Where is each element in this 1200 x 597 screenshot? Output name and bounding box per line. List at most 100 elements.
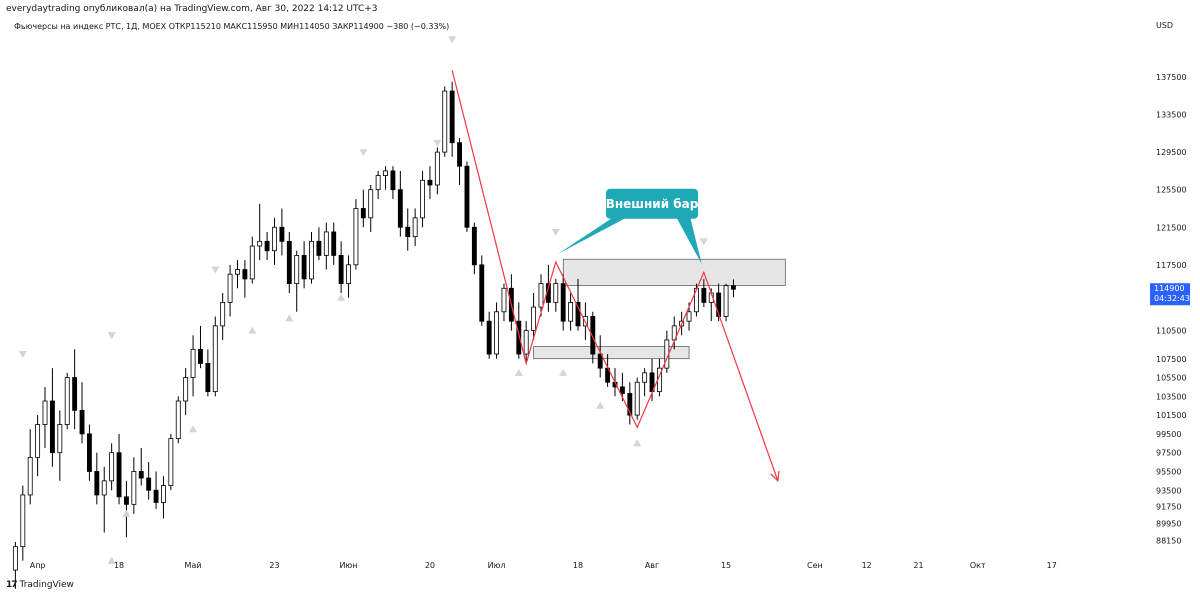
callout-pointer-right <box>676 216 702 265</box>
candle-body-up <box>538 283 544 308</box>
callout-pointer-left <box>557 216 629 255</box>
down-triangle-marker <box>107 332 116 340</box>
up-triangle-marker <box>248 326 257 334</box>
candle-body-up <box>183 377 189 402</box>
candle <box>397 170 403 237</box>
candle <box>731 279 736 298</box>
candle-body-down <box>457 142 462 167</box>
y-tick-label: 91750 <box>1156 503 1181 512</box>
candle-body-up <box>442 90 448 153</box>
y-tick-label: 137500 <box>1156 73 1187 82</box>
x-tick-label: Сен <box>807 561 823 570</box>
candle <box>279 208 285 256</box>
tradingview-footer[interactable]: 17 TradingView <box>6 580 74 590</box>
candle <box>205 349 211 397</box>
candle <box>427 166 433 200</box>
candle <box>538 274 544 317</box>
up-triangle-marker <box>107 556 116 564</box>
candle <box>316 227 322 261</box>
x-tick-label: 18 <box>573 561 583 570</box>
up-triangle-marker <box>285 314 294 322</box>
candle <box>249 236 255 284</box>
candle-body-up <box>494 311 500 355</box>
candle <box>138 447 144 486</box>
candle-body-down <box>138 471 144 479</box>
candle-body-down <box>279 226 285 242</box>
candle-body-up <box>168 438 174 486</box>
up-triangle-marker <box>633 439 642 447</box>
candle-body-down <box>731 285 736 290</box>
candle-body-down <box>486 320 492 355</box>
y-tick-label: 97500 <box>1156 449 1181 458</box>
candle-body-down <box>338 255 344 285</box>
x-tick-label: Авг <box>645 561 659 570</box>
markers-layer <box>18 36 708 564</box>
x-tick-label: 23 <box>269 561 279 570</box>
down-triangle-marker <box>359 149 368 157</box>
candle-body-up <box>57 424 63 454</box>
candle-body-down <box>146 477 152 491</box>
candle-body-down <box>124 496 129 505</box>
candle <box>434 147 440 195</box>
up-triangle-marker <box>337 293 346 301</box>
candle <box>109 443 115 491</box>
candle <box>183 368 189 416</box>
candle-body-down <box>464 165 470 228</box>
candle-body-up <box>634 381 640 416</box>
tradingview-logo-icon: 17 <box>6 580 17 590</box>
candle <box>664 330 670 373</box>
candle <box>501 283 507 322</box>
up-triangle-marker <box>122 509 131 517</box>
callout-box <box>606 188 699 219</box>
candle-body-down <box>198 348 203 364</box>
x-tick-label: Окт <box>970 561 986 570</box>
price-zone-1 <box>533 346 690 360</box>
x-tick-label: 12 <box>862 561 872 570</box>
x-tick-label: 15 <box>721 561 731 570</box>
candle-body-down <box>264 240 270 252</box>
publisher-line: everydaytrading опубликовал(а) на Tradin… <box>6 4 378 14</box>
candle <box>486 311 492 359</box>
candle-body-down <box>590 316 596 355</box>
candle-body-down <box>286 240 292 285</box>
candle-body-down <box>316 240 322 256</box>
price-badge-box <box>1150 283 1190 306</box>
candle-body-down <box>242 269 248 280</box>
candle <box>449 81 455 157</box>
candle <box>331 222 337 265</box>
candles-layer <box>12 81 736 589</box>
down-triangle-marker <box>433 139 442 147</box>
candle-body-up <box>42 400 48 425</box>
candle <box>523 321 529 364</box>
y-tick-label: 121500 <box>1156 223 1187 232</box>
candle <box>35 415 41 477</box>
zigzag-line <box>451 70 779 482</box>
candle <box>516 302 522 359</box>
x-tick-label: Апр <box>30 561 46 570</box>
candle-body-up <box>346 264 351 285</box>
zigzag-layer <box>451 70 780 483</box>
candle <box>634 377 640 420</box>
candle <box>227 264 233 317</box>
candle <box>442 86 448 157</box>
candle-body-up <box>27 456 33 496</box>
candle <box>79 382 85 444</box>
candle <box>20 485 26 561</box>
candle-body-down <box>516 320 522 355</box>
y-tick-label: 125500 <box>1156 186 1187 195</box>
candle <box>168 433 174 491</box>
candle-body-up <box>235 269 240 275</box>
down-triangle-marker <box>18 351 27 359</box>
x-tick-label: Июн <box>340 561 358 570</box>
y-tick-label: 107500 <box>1156 355 1187 364</box>
candle-body-down <box>405 226 411 238</box>
candle-body-up <box>434 151 440 186</box>
up-triangle-marker <box>559 368 568 376</box>
candle-body-up <box>109 452 115 482</box>
candle <box>420 170 425 228</box>
candle-body-up <box>383 170 388 176</box>
candle-body-up <box>35 424 41 458</box>
candle-body-up <box>686 311 692 322</box>
